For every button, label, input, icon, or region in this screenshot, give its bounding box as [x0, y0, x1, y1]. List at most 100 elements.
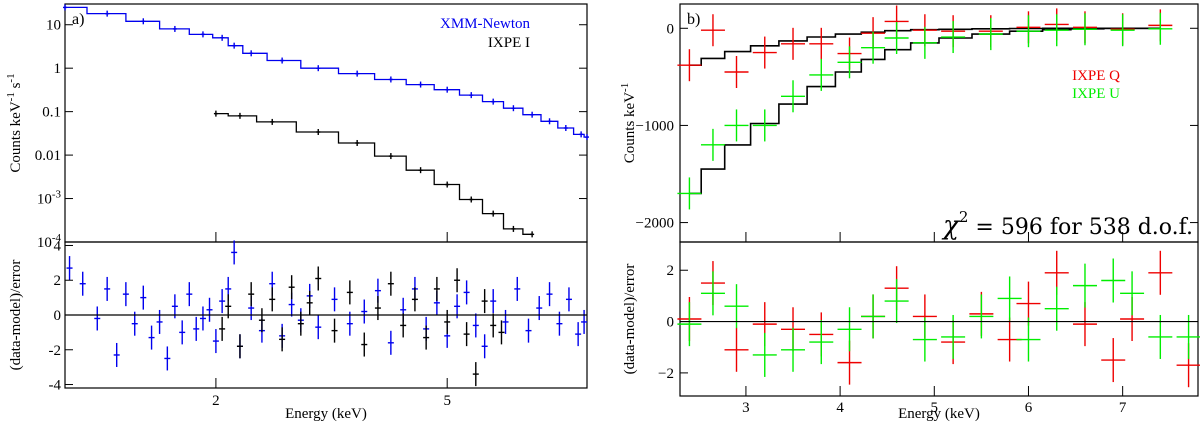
- ixpe-q-model-line: [689, 27, 1161, 66]
- ixpe-i-residual-point-25: [490, 313, 497, 338]
- ixpe-i-residual-point-22: [463, 322, 470, 347]
- panel-b-bottom-y-axis-title: (data-model)/error: [622, 264, 638, 375]
- ixpe-u-residual-point-0: [677, 302, 702, 347]
- panel-a-xtick-label: 2: [212, 393, 220, 409]
- panel-b-xtick-label: 5: [931, 400, 939, 416]
- ixpe-i-residual-point-10: [315, 266, 322, 291]
- ixpe-u-residual-point-4: [781, 327, 806, 372]
- panel-b-xtick-label: 4: [836, 400, 844, 416]
- panel-a-bottom-y-axis-title: (data-model)/error: [8, 260, 24, 371]
- ixpe-i-residual-point-15: [387, 271, 394, 296]
- xmm-newton-spectrum-point-1: [105, 10, 110, 17]
- ixpe-i-residual-point-1: [225, 294, 232, 319]
- ixpe-i-residual-point-26: [498, 320, 505, 345]
- xmm-newton-residual-point-8: [148, 325, 155, 350]
- ixpe-u-spectrum-point-15: [1110, 14, 1135, 47]
- panel-b-top-ytick-label: −1000: [636, 118, 674, 134]
- ixpe-i-residual-point-23: [472, 362, 479, 387]
- ixpe-i-residual-point-2: [236, 334, 243, 359]
- ixpe-u-residual-point-10: [941, 314, 966, 359]
- ixpe-i-spectrum-point-3: [316, 128, 321, 135]
- xmm-newton-spectrum-point-0: [63, 4, 67, 11]
- ixpe-q-spectrum-point-5: [809, 27, 834, 60]
- panel-b-x-axis-title: Energy (keV): [898, 406, 980, 422]
- ixpe-i-residual-point-13: [361, 332, 368, 357]
- ixpe-u-spectrum-point-5: [809, 58, 834, 91]
- ixpe-u-residual-point-13: [1016, 317, 1041, 362]
- ixpe-i-spectrum-point-6: [418, 167, 423, 174]
- xmm-newton-residual-point-29: [315, 315, 322, 340]
- xmm-newton-residual-point-0: [66, 256, 73, 281]
- xmm-newton-spectrum-point-15: [491, 98, 496, 105]
- panel-b-bottom-ytick-label: 2: [667, 263, 675, 279]
- panel-a: a) XMM-Newton IXPE I 1010.10.0110-310-4 …: [5, 3, 589, 422]
- xmm-newton-residual-point-15: [199, 306, 206, 331]
- ixpe-i-spectrum-point-8: [469, 196, 474, 203]
- ixpe-u-spectrum-point-12: [1016, 15, 1041, 48]
- ixpe-q-residual-point-16: [1101, 338, 1126, 383]
- xmm-newton-residual-point-10: [164, 346, 171, 371]
- ixpe-u-spectrum-point-4: [781, 80, 806, 113]
- xmm-newton-residual-point-53: [581, 309, 588, 334]
- legend-ixpe-i: IXPE I: [488, 35, 530, 51]
- xmm-newton-spectrum-point-16: [511, 105, 516, 112]
- ixpe-u-spectrum-point-11: [978, 18, 1003, 51]
- ixpe-i-spectrum-point-2: [270, 118, 275, 125]
- ixpe-q-spectrum-point-2: [724, 56, 749, 88]
- xmm-newton-residual-point-6: [131, 311, 138, 336]
- ixpe-u-residual-point-12: [997, 276, 1022, 321]
- legend-xmm-newton: XMM-Newton: [440, 16, 530, 32]
- ixpe-i-residual-point-3: [248, 282, 255, 307]
- xmm-newton-residual-point-1: [79, 271, 86, 296]
- xmm-newton-residual-point-20: [231, 240, 238, 265]
- xmm-newton-spectrum-point-11: [388, 76, 393, 83]
- ixpe-u-residual-point-2: [724, 284, 749, 329]
- xmm-newton-residual-point-50: [556, 311, 563, 336]
- xmm-newton-spectrum-point-21: [585, 134, 589, 141]
- panel-a-x-axis-title: Energy (keV): [285, 406, 367, 422]
- panel-a-bottom-ytick-label: 4: [54, 238, 62, 254]
- ixpe-i-residual-point-18: [423, 325, 430, 350]
- xmm-newton-residual-point-49: [546, 282, 553, 307]
- ixpe-i-residual-point-8: [297, 311, 304, 336]
- xmm-newton-residual-point-13: [186, 282, 193, 307]
- xmm-newton-spectrum-point-6: [232, 42, 237, 49]
- ixpe-u-residual-point-16: [1101, 258, 1126, 303]
- xmm-newton-residual-point-46: [514, 276, 521, 301]
- xmm-newton-residual-point-40: [454, 294, 461, 319]
- xmm-newton-spectrum-point-17: [530, 111, 535, 118]
- ixpe-u-residual-point-3: [752, 332, 777, 377]
- xmm-newton-residual-point-2: [94, 306, 101, 331]
- xmm-newton-spectrum-point-4: [200, 31, 205, 38]
- xmm-newton-spectrum-point-9: [316, 65, 321, 72]
- ixpe-u-residual-point-6: [837, 307, 862, 352]
- panel-b-bottom-ytick-label: 0: [667, 315, 675, 331]
- ixpe-q-spectrum-point-0: [677, 49, 702, 82]
- xmm-newton-residual-point-18: [219, 289, 226, 314]
- ixpe-u-spectrum-point-0: [677, 177, 702, 210]
- panel-b-xtick-label: 3: [742, 400, 750, 416]
- ixpe-i-spectrum-point-0: [213, 110, 218, 117]
- xmm-newton-residual-point-48: [536, 296, 543, 321]
- xmm-newton-residual-point-5: [122, 282, 129, 307]
- panel-b-bottom-ytick-label: −2: [658, 366, 674, 382]
- panel-b-xtick-label: 6: [1025, 400, 1033, 416]
- xmm-newton-residual-point-16: [206, 297, 213, 322]
- ixpe-i-spectrum-point-4: [355, 139, 360, 146]
- ixpe-q-residual-point-2: [724, 327, 749, 372]
- chi-value-text: = 596 for 538 d.o.f.: [968, 215, 1193, 240]
- ixpe-i-spectrum-point-7: [445, 181, 450, 188]
- xmm-newton-residual-point-31: [346, 311, 353, 336]
- ixpe-i-spectrum-point-9: [491, 210, 496, 217]
- xmm-newton-residual-point-51: [565, 287, 572, 312]
- ixpe-u-residual-point-7: [861, 294, 886, 339]
- ixpe-i-residual-point-6: [279, 327, 286, 352]
- panel-b-xtick-label: 7: [1119, 400, 1127, 416]
- ixpe-i-residual-point-4: [258, 308, 265, 333]
- ixpe-i-spectrum-point-5: [388, 153, 393, 160]
- xmm-newton-spectrum-point-14: [469, 92, 474, 99]
- ixpe-i-residual-point-7: [288, 275, 295, 300]
- xmm-newton-spectrum-point-8: [280, 57, 285, 64]
- chi-exponent: 2: [959, 208, 969, 226]
- ixpe-i-residual-point-17: [411, 287, 418, 312]
